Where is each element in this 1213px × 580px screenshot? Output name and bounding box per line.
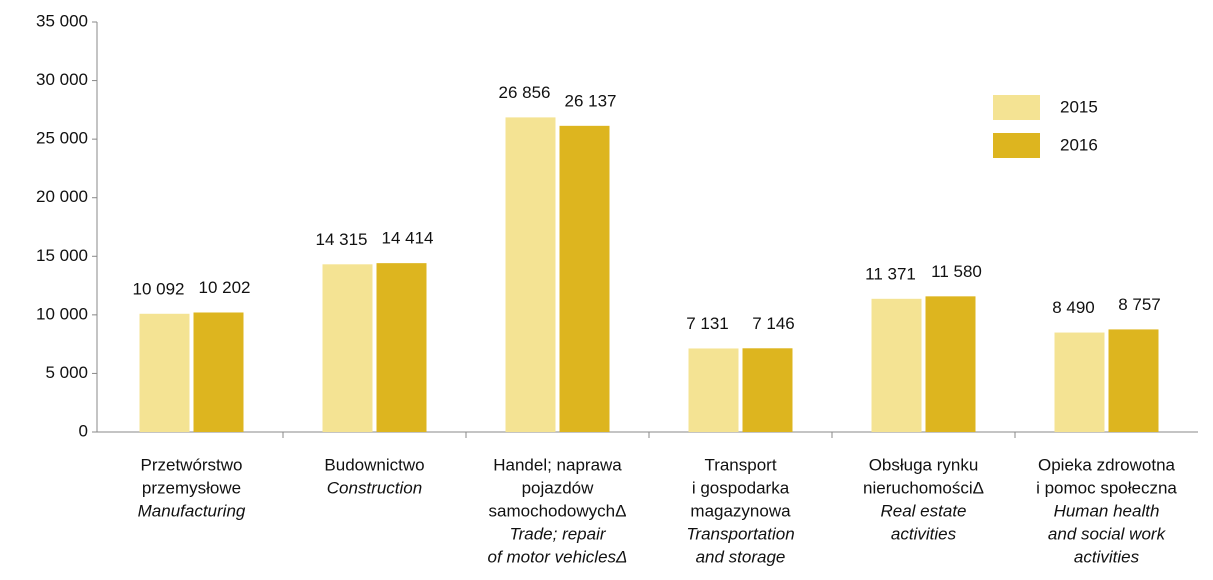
x-tick-label: Construction bbox=[327, 478, 422, 497]
y-tick-label: 30 000 bbox=[36, 70, 88, 89]
bar bbox=[376, 263, 427, 432]
x-tick-label: Przetwórstwo bbox=[140, 455, 242, 474]
x-tick-label: activities bbox=[1074, 547, 1140, 566]
y-tick-label: 10 000 bbox=[36, 304, 88, 323]
x-tick-label: Handel; naprawa bbox=[493, 455, 622, 474]
legend-swatch bbox=[993, 133, 1040, 158]
value-label: 8 490 bbox=[1052, 298, 1095, 317]
bar bbox=[925, 296, 976, 432]
x-tick-label: and social work bbox=[1048, 524, 1167, 543]
value-label: 10 202 bbox=[199, 278, 251, 297]
legend-label: 2016 bbox=[1060, 135, 1098, 154]
y-tick-label: 0 bbox=[79, 421, 88, 440]
x-tick-label: i gospodarka bbox=[692, 478, 790, 497]
value-label: 14 414 bbox=[382, 229, 434, 248]
x-tick-label: samochodowychΔ bbox=[489, 501, 627, 520]
value-label: 14 315 bbox=[316, 230, 368, 249]
value-label: 11 580 bbox=[931, 262, 982, 281]
x-tick-label: Manufacturing bbox=[138, 501, 246, 520]
x-tick-label: nieruchomościΔ bbox=[863, 478, 984, 497]
x-tick-label: Trade; repair bbox=[509, 524, 606, 543]
bar bbox=[322, 264, 373, 432]
bar bbox=[688, 348, 739, 432]
bar bbox=[505, 117, 556, 432]
y-tick-label: 25 000 bbox=[36, 129, 88, 148]
value-label: 10 092 bbox=[133, 279, 185, 298]
bar bbox=[1108, 329, 1159, 432]
x-tick-label: magazynowa bbox=[690, 501, 791, 520]
value-label: 7 146 bbox=[752, 314, 795, 333]
x-tick-label: Opieka zdrowotna bbox=[1038, 455, 1176, 474]
value-label: 8 757 bbox=[1118, 295, 1161, 314]
y-tick-label: 15 000 bbox=[36, 246, 88, 265]
x-tick-label: pojazdów bbox=[522, 478, 595, 497]
value-label: 26 137 bbox=[565, 91, 617, 110]
x-tick-label: activities bbox=[891, 524, 957, 543]
x-tick-label: przemysłowe bbox=[142, 478, 241, 497]
legend-label: 2015 bbox=[1060, 97, 1098, 116]
x-tick-label: i pomoc społeczna bbox=[1036, 478, 1177, 497]
bar bbox=[193, 312, 244, 432]
bar bbox=[1054, 332, 1105, 432]
y-tick-label: 35 000 bbox=[36, 11, 88, 30]
x-tick-label: Obsługa rynku bbox=[869, 455, 979, 474]
y-tick-label: 5 000 bbox=[45, 363, 88, 382]
bar bbox=[139, 313, 190, 432]
x-tick-label: of motor vehiclesΔ bbox=[488, 547, 628, 566]
x-tick-label: Real estate bbox=[881, 501, 967, 520]
value-label: 26 856 bbox=[499, 83, 551, 102]
value-label: 11 371 bbox=[865, 264, 916, 283]
value-label: 7 131 bbox=[686, 314, 729, 333]
x-tick-label: Transportation bbox=[686, 524, 794, 543]
bar bbox=[559, 125, 610, 432]
legend-swatch bbox=[993, 95, 1040, 120]
bar bbox=[871, 298, 922, 432]
x-tick-label: Human health bbox=[1054, 501, 1160, 520]
x-tick-label: Budownictwo bbox=[324, 455, 424, 474]
x-tick-label: Transport bbox=[704, 455, 776, 474]
bar bbox=[742, 348, 793, 432]
x-tick-label: and storage bbox=[696, 547, 786, 566]
y-tick-label: 20 000 bbox=[36, 187, 88, 206]
